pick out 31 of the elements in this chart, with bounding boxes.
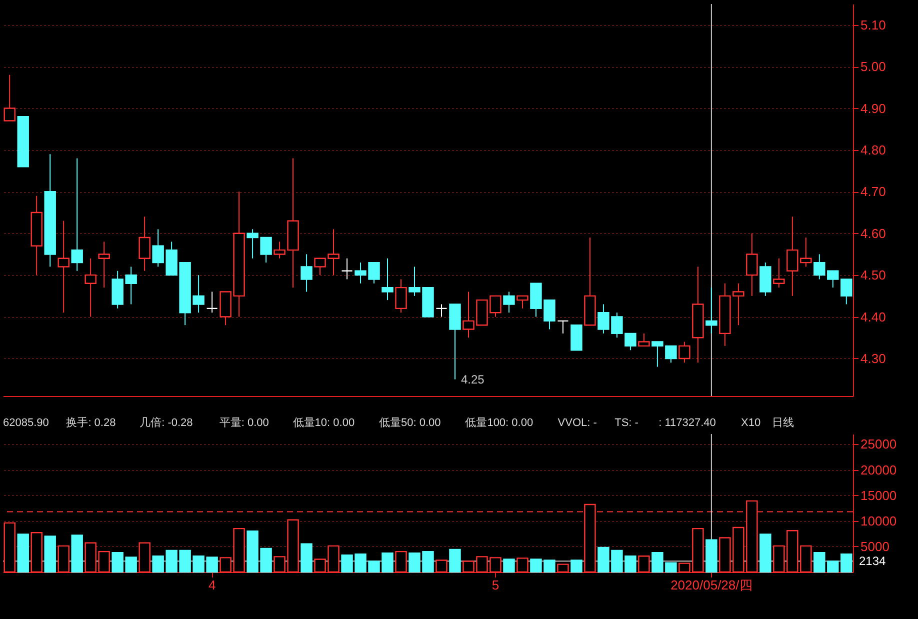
y-tick-label: 4.80 [860,142,886,158]
text: : 117327.40 [658,417,716,429]
text: 62085.90 [3,417,49,429]
text: 平量: 0.00 [219,417,269,429]
y-tick-label: 5.10 [860,17,886,32]
text: 低量100: 0.00 [465,417,534,429]
x-tick-label: 5 [492,578,500,592]
x-tick-label: 4 [208,578,216,592]
text: 几倍: -0.28 [140,416,193,429]
y-tick-label: 4.30 [860,350,886,366]
text: X10 [741,417,761,429]
y-tick-label: 25000 [860,436,897,452]
y-tick-label: 4.60 [860,226,886,241]
y-tick-label: 5.00 [860,59,886,74]
y-tick-label: 10000 [860,513,897,528]
text: 低量10: 0.00 [292,417,355,429]
text: TS: - [614,417,639,429]
y-tick-label: 15000 [860,488,897,503]
y-tick-label: 20000 [860,462,897,478]
y-tick-label: 4.70 [860,184,886,200]
text: 日线 [772,416,794,429]
ref-line-label: 2134 [859,554,886,568]
y-tick-label: 4.90 [860,100,886,116]
y-tick-label: 4.40 [860,309,886,324]
text: 低量50: 0.00 [379,417,441,429]
y-tick-label: 5000 [860,538,890,554]
x-tick-label: 2020/05/28/四 [670,578,752,592]
text: 4.25 [460,372,484,386]
text: VVOL: - [558,417,598,429]
text: 换手: 0.28 [66,416,116,429]
y-tick-label: 4.50 [860,268,886,283]
